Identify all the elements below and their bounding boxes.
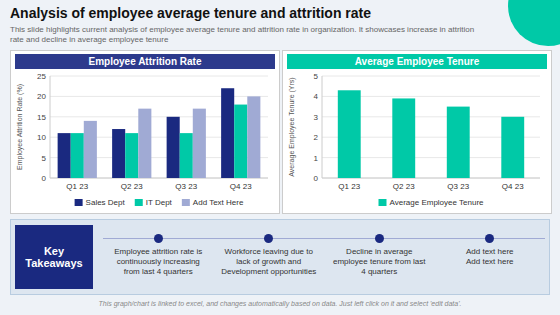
bar: [167, 117, 180, 178]
decoration: [508, 0, 560, 46]
chart-panel: Average Employee Tenure 0 1 2 3 4 5 Average Emp…: [282, 50, 552, 214]
takeaways-panel: Key Takeaways Employee attrition rate is …: [10, 219, 550, 295]
bars: [58, 88, 261, 178]
chart: 0 1 2 3 4 5 Average Employee Tenure (Yrs) Q1 23…: [286, 70, 548, 212]
takeaway-dot: [375, 234, 384, 243]
bar: [58, 133, 71, 178]
legend-item: Add Text Here: [182, 198, 244, 207]
bar: [338, 90, 361, 178]
tick-label: 4: [314, 92, 319, 101]
bar: [71, 133, 84, 178]
legend-label: Sales Dept: [86, 198, 126, 207]
takeaways-line: [103, 238, 545, 239]
category-label: Q4 23: [230, 182, 252, 191]
category-label: Q3 23: [175, 182, 197, 191]
chart-panel: Employee Attrition Rate 0 5 10 15 20 25 Employe…: [10, 50, 280, 214]
tick-label: 25: [37, 72, 46, 81]
legend-swatch: [379, 199, 387, 206]
bar: [221, 88, 234, 178]
bar: [112, 129, 125, 178]
bar: [84, 121, 97, 178]
title: Analysis of employee average tenure and …: [10, 5, 371, 21]
legend: Sales Dept IT Dept Add Text Here: [75, 198, 244, 207]
grid-line: [322, 76, 540, 77]
tick-label: 5: [42, 154, 47, 163]
chart-title: Average Employee Tenure: [287, 54, 547, 69]
category-label: Q2 23: [393, 182, 415, 191]
bar: [247, 96, 260, 178]
legend-item: Average Employee Tenure: [379, 198, 485, 207]
y-axis: [50, 76, 51, 178]
tick-label: 0: [314, 174, 319, 183]
category-label: Q2 23: [121, 182, 143, 191]
tick-label: 0: [42, 174, 47, 183]
bar: [234, 105, 247, 178]
bar: [125, 133, 138, 178]
bars: [338, 90, 524, 178]
bar: [392, 98, 415, 178]
bar: [138, 109, 151, 178]
chart: 0 5 10 15 20 25 Employee Attrition Rate (%) Q1 …: [14, 70, 276, 212]
takeaway-dot: [485, 234, 494, 243]
takeaway-dot: [154, 234, 163, 243]
subtitle: This slide highlights current analysis o…: [10, 25, 480, 45]
y-axis-label: Employee Attrition Rate (%): [16, 84, 24, 170]
legend-label: Average Employee Tenure: [390, 198, 485, 207]
category-label: Q4 23: [502, 182, 524, 191]
bar: [193, 109, 206, 178]
legend: Average Employee Tenure: [379, 198, 485, 207]
takeaway-text: Decline in average employee tenure from …: [325, 247, 433, 277]
bar: [501, 117, 524, 178]
tick-label: 15: [37, 113, 46, 122]
tick-label: 2: [314, 133, 319, 142]
grid-line: [50, 76, 268, 77]
category-label: Q1 23: [66, 182, 88, 191]
tick-label: 5: [314, 72, 319, 81]
bar: [447, 107, 470, 178]
legend-swatch: [135, 199, 143, 206]
category-label: Q3 23: [447, 182, 469, 191]
takeaway-dot: [264, 234, 273, 243]
legend-item: Sales Dept: [75, 198, 126, 207]
grid-line: [50, 96, 268, 97]
legend-label: Add Text Here: [193, 198, 244, 207]
legend-item: IT Dept: [135, 198, 173, 207]
tick-label: 20: [37, 92, 46, 101]
tick-label: 3: [314, 113, 319, 122]
legend-swatch: [75, 199, 83, 206]
footer: This graph/chart is linked to excel, and…: [0, 300, 560, 307]
takeaway-text: Workforce leaving due to lack of growth …: [215, 247, 323, 277]
y-axis-label: Average Employee Tenure (Yrs): [288, 77, 296, 176]
category-label: Q1 23: [338, 182, 360, 191]
tick-label: 1: [314, 154, 319, 163]
takeaway-text: Employee attrition rate is continuously …: [104, 247, 212, 277]
legend-swatch: [182, 199, 190, 206]
tick-label: 10: [37, 133, 46, 142]
y-axis: [322, 76, 323, 178]
bar: [180, 133, 193, 178]
takeaways-label: Key Takeaways: [15, 225, 93, 289]
takeaway-text: Add text here Add text here: [436, 247, 544, 267]
chart-title: Employee Attrition Rate: [15, 54, 275, 69]
legend-label: IT Dept: [146, 198, 173, 207]
